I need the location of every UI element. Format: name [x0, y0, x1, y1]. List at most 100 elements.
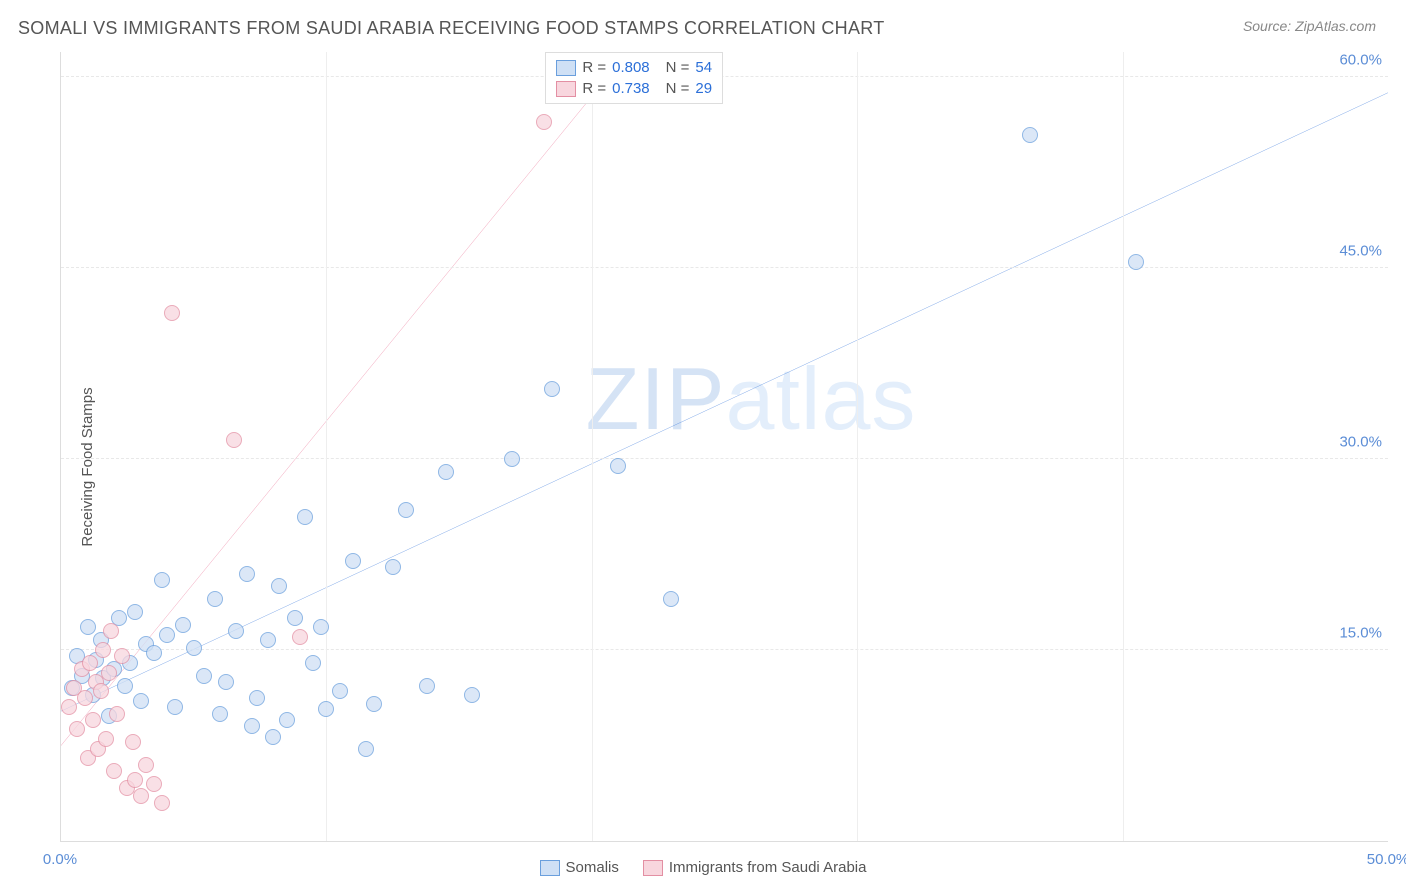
- legend-label: Somalis: [566, 859, 619, 876]
- correlation-legend: R = 0.808 N = 54 R = 0.738 N = 29: [545, 52, 723, 104]
- scatter-point: [260, 632, 276, 648]
- legend-swatch: [556, 81, 576, 97]
- scatter-point: [175, 617, 191, 633]
- scatter-point: [244, 718, 260, 734]
- scatter-point: [504, 451, 520, 467]
- r-label: R =: [582, 59, 606, 76]
- scatter-point: [228, 623, 244, 639]
- scatter-point: [93, 683, 109, 699]
- n-label: N =: [666, 80, 690, 97]
- scatter-point: [85, 712, 101, 728]
- scatter-point: [101, 665, 117, 681]
- scatter-point: [218, 674, 234, 690]
- legend-swatch: [556, 60, 576, 76]
- scatter-point: [61, 699, 77, 715]
- scatter-point: [69, 721, 85, 737]
- scatter-point: [117, 678, 133, 694]
- scatter-point: [77, 690, 93, 706]
- scatter-point: [663, 591, 679, 607]
- scatter-point: [127, 772, 143, 788]
- chart-header: SOMALI VS IMMIGRANTS FROM SAUDI ARABIA R…: [0, 0, 1406, 45]
- n-value: 29: [695, 80, 712, 97]
- bottom-legend-item: Somalis: [540, 859, 619, 876]
- gridline-v: [592, 52, 593, 841]
- chart-source: Source: ZipAtlas.com: [1243, 18, 1376, 34]
- scatter-point: [464, 687, 480, 703]
- scatter-point: [297, 509, 313, 525]
- x-tick-label: 50.0%: [1367, 851, 1406, 868]
- legend-row: R = 0.808 N = 54: [556, 57, 712, 78]
- trend-lines: [61, 52, 1388, 841]
- scatter-point: [133, 788, 149, 804]
- legend-swatch: [540, 860, 560, 876]
- scatter-point: [103, 623, 119, 639]
- gridline-h: [61, 649, 1388, 650]
- scatter-point: [318, 701, 334, 717]
- plot-area: ZIPatlas 15.0% 30.0% 45.0% 60.0% R = 0.808 N =…: [60, 52, 1388, 842]
- scatter-point: [106, 763, 122, 779]
- scatter-point: [133, 693, 149, 709]
- scatter-point: [332, 683, 348, 699]
- scatter-point: [287, 610, 303, 626]
- scatter-point: [610, 458, 626, 474]
- scatter-point: [249, 690, 265, 706]
- scatter-point: [154, 795, 170, 811]
- r-value: 0.738: [612, 80, 650, 97]
- gridline-v: [326, 52, 327, 841]
- y-tick-label: 15.0%: [1339, 625, 1382, 642]
- scatter-point: [1128, 254, 1144, 270]
- y-tick-label: 60.0%: [1339, 52, 1382, 69]
- gridline-v: [857, 52, 858, 841]
- y-tick-label: 45.0%: [1339, 243, 1382, 260]
- scatter-point: [419, 678, 435, 694]
- scatter-point: [146, 645, 162, 661]
- scatter-point: [154, 572, 170, 588]
- scatter-point: [544, 381, 560, 397]
- scatter-point: [114, 648, 130, 664]
- scatter-point: [292, 629, 308, 645]
- scatter-point: [109, 706, 125, 722]
- n-label: N =: [666, 59, 690, 76]
- trend-line: [61, 93, 1388, 711]
- gridline-v: [1123, 52, 1124, 841]
- scatter-point: [95, 642, 111, 658]
- r-value: 0.808: [612, 59, 650, 76]
- scatter-point: [226, 432, 242, 448]
- scatter-point: [385, 559, 401, 575]
- legend-row: R = 0.738 N = 29: [556, 78, 712, 99]
- scatter-point: [207, 591, 223, 607]
- scatter-point: [196, 668, 212, 684]
- x-tick-label: 0.0%: [43, 851, 77, 868]
- scatter-point: [366, 696, 382, 712]
- scatter-point: [80, 619, 96, 635]
- scatter-point: [398, 502, 414, 518]
- scatter-point: [146, 776, 162, 792]
- scatter-point: [271, 578, 287, 594]
- gridline-h: [61, 76, 1388, 77]
- scatter-point: [164, 305, 180, 321]
- r-label: R =: [582, 80, 606, 97]
- chart-wrap: Receiving Food Stamps ZIPatlas 15.0%30.0…: [18, 52, 1388, 882]
- legend-swatch: [643, 860, 663, 876]
- scatter-point: [98, 731, 114, 747]
- watermark: ZIPatlas: [586, 348, 917, 450]
- legend-label: Immigrants from Saudi Arabia: [669, 859, 867, 876]
- scatter-point: [159, 627, 175, 643]
- scatter-point: [358, 741, 374, 757]
- scatter-point: [313, 619, 329, 635]
- bottom-legend: Somalis Immigrants from Saudi Arabia: [18, 859, 1388, 876]
- scatter-point: [345, 553, 361, 569]
- scatter-point: [212, 706, 228, 722]
- n-value: 54: [695, 59, 712, 76]
- scatter-point: [138, 757, 154, 773]
- scatter-point: [1022, 127, 1038, 143]
- gridline-h: [61, 267, 1388, 268]
- scatter-point: [239, 566, 255, 582]
- chart-title: SOMALI VS IMMIGRANTS FROM SAUDI ARABIA R…: [18, 18, 885, 39]
- scatter-point: [125, 734, 141, 750]
- scatter-point: [167, 699, 183, 715]
- y-tick-label: 30.0%: [1339, 434, 1382, 451]
- bottom-legend-item: Immigrants from Saudi Arabia: [643, 859, 867, 876]
- scatter-point: [536, 114, 552, 130]
- scatter-point: [82, 655, 98, 671]
